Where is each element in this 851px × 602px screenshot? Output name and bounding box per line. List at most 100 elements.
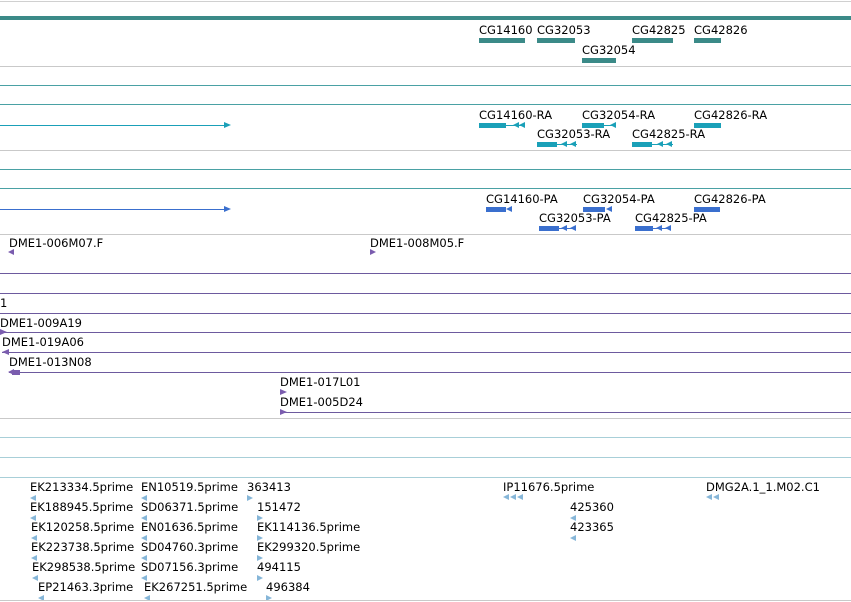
est-arrow-left (31, 555, 37, 561)
gene-feature-cg32054[interactable] (582, 58, 616, 63)
transcript-feature-cg32053-ra[interactable] (537, 142, 557, 147)
gene-label-cg32053[interactable]: CG32053 (537, 23, 591, 37)
est-label[interactable]: EN01636.5prime (141, 520, 238, 534)
est-label[interactable]: EK114136.5prime (257, 520, 361, 534)
protein-label-cg42826-pa[interactable]: CG42826-PA (694, 192, 766, 206)
transcript-arrow-left (657, 141, 663, 147)
transcript-arrow-left (519, 122, 525, 128)
protein-label-cg14160-pa[interactable]: CG14160-PA (486, 192, 558, 206)
clone-label-partial[interactable]: 1 (0, 296, 8, 310)
est-label[interactable]: EK299320.5prime (257, 540, 361, 554)
est-label[interactable]: 363413 (247, 480, 291, 494)
clone-label-019a06[interactable]: DME1-019A06 (2, 335, 84, 349)
est-label[interactable]: EP21463.3prime (38, 580, 134, 594)
track-line (0, 85, 851, 86)
transcript-label-cg32054-ra[interactable]: CG32054-RA (582, 108, 656, 122)
est-label[interactable]: EK223738.5prime (31, 540, 135, 554)
clone-line-019a06[interactable] (2, 352, 851, 353)
clone-end-arrow-right[interactable] (370, 249, 376, 255)
protein-label-cg32054-pa[interactable]: CG32054-PA (583, 192, 655, 206)
clone-line-009a19[interactable] (0, 332, 851, 333)
transcript-label-cg32053-ra[interactable]: CG32053-RA (537, 127, 611, 141)
est-label[interactable]: EN10519.5prime (141, 480, 238, 494)
transcript-arrow-left (561, 141, 567, 147)
clone-arrow-right (280, 389, 287, 395)
clone-line-013n08[interactable] (9, 372, 851, 373)
clone-label-013n08[interactable]: DME1-013N08 (9, 355, 92, 369)
est-arrow-left (144, 595, 150, 601)
est-label[interactable]: EK267251.5prime (144, 580, 248, 594)
track-line (0, 273, 851, 274)
clone-end-arrow-left[interactable] (8, 249, 14, 255)
protein-feature-cg32054-pa[interactable] (583, 207, 605, 212)
est-arrow-right (257, 575, 263, 581)
est-label[interactable]: EK188945.5prime (30, 500, 134, 514)
protein-arrow-right (224, 206, 231, 212)
est-label[interactable]: DMG2A.1_1.M02.C1 (706, 480, 820, 494)
gene-label-cg14160[interactable]: CG14160 (479, 23, 533, 37)
track-line (0, 457, 851, 458)
gene-label-cg42826[interactable]: CG42826 (694, 23, 748, 37)
bottom-separator (0, 600, 851, 601)
protein-feature-cg42826-pa[interactable] (694, 207, 720, 212)
est-label[interactable]: 425360 (570, 500, 614, 514)
clone-label-009a19[interactable]: DME1-009A19 (0, 316, 82, 330)
gene-label-cg32054[interactable]: CG32054 (582, 43, 636, 57)
est-label[interactable]: 151472 (257, 500, 301, 514)
clone-arrow-left (8, 369, 14, 375)
clone-feature-013n08 (12, 370, 20, 375)
gene-feature-cg32053[interactable] (537, 38, 575, 43)
est-label[interactable]: EK120258.5prime (31, 520, 135, 534)
track-line (0, 313, 851, 314)
protein-line-left[interactable] (0, 209, 226, 210)
protein-feature-cg32053-pa[interactable] (539, 226, 559, 231)
clone-label-005d24[interactable]: DME1-005D24 (280, 395, 363, 409)
top-scale-bar (0, 16, 851, 20)
est-label[interactable]: SD06371.5prime (141, 500, 239, 514)
est-label[interactable]: EK213334.5prime (30, 480, 134, 494)
est-arrow-left (141, 515, 147, 521)
transcript-line-left[interactable] (0, 125, 226, 126)
protein-feature-cg14160-pa[interactable] (486, 207, 506, 212)
protein-label-cg42825-pa[interactable]: CG42825-PA (635, 211, 707, 225)
est-arrow-left (570, 515, 576, 521)
track-line (0, 188, 851, 189)
clone-label-017l01[interactable]: DME1-017L01 (280, 375, 361, 389)
gene-feature-cg42826[interactable] (694, 38, 721, 43)
est-arrow-left (141, 575, 147, 581)
transcript-feature-cg14160-ra[interactable] (479, 123, 506, 128)
transcript-feature-cg42825-ra[interactable] (632, 142, 652, 147)
transcript-feature-cg42826-ra[interactable] (694, 123, 721, 128)
transcript-label-cg14160-ra[interactable]: CG14160-RA (479, 108, 553, 122)
clone-end-label-006m07[interactable]: DME1-006M07.F (9, 236, 104, 250)
clone-arrow-right (0, 329, 7, 335)
protein-arrow-left (656, 225, 662, 231)
gene-label-cg42825[interactable]: CG42825 (632, 23, 686, 37)
protein-label-cg32053-pa[interactable]: CG32053-PA (539, 211, 611, 225)
est-label[interactable]: 496384 (266, 580, 310, 594)
est-label[interactable]: SD04760.3prime (141, 540, 239, 554)
transcript-label-cg42826-ra[interactable]: CG42826-RA (694, 108, 768, 122)
clone-line-005d24[interactable] (280, 412, 851, 413)
gene-feature-cg42825[interactable] (632, 38, 673, 43)
est-arrow-left (141, 495, 147, 501)
est-label[interactable]: 494115 (257, 560, 301, 574)
gene-feature-cg14160[interactable] (479, 38, 525, 43)
protein-feature-cg42825-pa[interactable] (635, 226, 653, 231)
protein-intron (559, 228, 576, 229)
est-arrow-left (32, 575, 38, 581)
est-arrow-left (31, 535, 37, 541)
track-line (0, 293, 851, 294)
clone-end-label-008m05[interactable]: DME1-008M05.F (370, 236, 465, 250)
transcript-intron (557, 144, 577, 145)
est-label[interactable]: 423365 (570, 520, 614, 534)
est-arrow-left (141, 535, 147, 541)
est-arrow-left (503, 494, 509, 500)
est-label[interactable]: EK298538.5prime (32, 560, 136, 574)
est-label[interactable]: IP11676.5prime (503, 480, 595, 494)
transcript-arrow-right (224, 122, 231, 128)
transcript-feature-cg32054-ra[interactable] (582, 123, 604, 128)
est-label[interactable]: SD07156.3prime (141, 560, 239, 574)
transcript-label-cg42825-ra[interactable]: CG42825-RA (632, 127, 706, 141)
